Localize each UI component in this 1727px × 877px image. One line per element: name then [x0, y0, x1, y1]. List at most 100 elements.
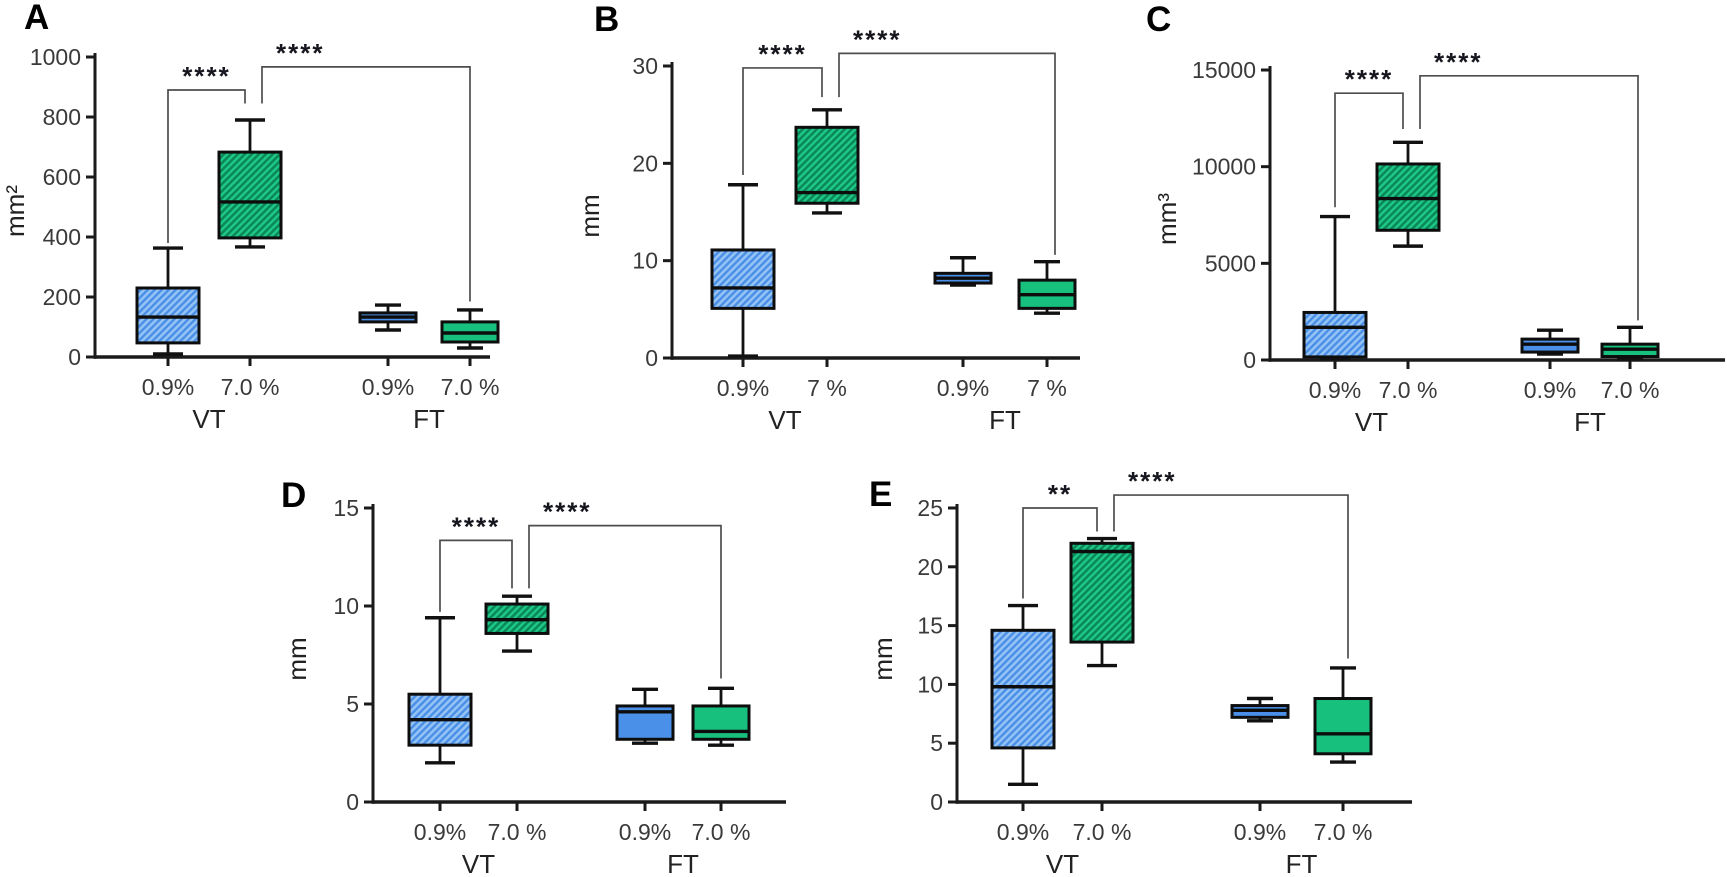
- x-tick-label: 0.9%: [142, 374, 194, 400]
- y-axis: 0 200 400 600 800 1000 mm²: [0, 44, 97, 370]
- significance-bracket: ****: [1334, 64, 1404, 208]
- group-label-ft: FT: [1286, 849, 1318, 877]
- x-axis: 0.9% 7.0 % 0.9% 7.0 % VT FT: [955, 800, 1412, 877]
- x-tick-label: 0.9%: [997, 819, 1049, 845]
- x-axis: 0.9% 7.0 % 0.9% 7.0 % VT FT: [1268, 358, 1725, 434]
- x-tick-label: 7 %: [1027, 375, 1067, 401]
- y-tick-label: 200: [43, 284, 81, 310]
- box-iqr: [691, 704, 751, 741]
- x-axis: 0.9% 7 % 0.9% 7 %VT FT: [670, 356, 1080, 434]
- significance-bracket: ****: [261, 38, 471, 302]
- significance-stars: ****: [853, 24, 901, 54]
- y-tick-label: 0: [930, 789, 943, 815]
- x-tick-label: 0.9%: [717, 375, 769, 401]
- box-D-FT-0.9: [615, 687, 675, 745]
- y-tick-label: 5: [930, 730, 943, 756]
- x-tick-label: 0.9%: [362, 374, 414, 400]
- significance-stars: ****: [758, 39, 806, 69]
- y-axis-unit-label: mm: [868, 637, 898, 680]
- box-iqr: [1302, 310, 1368, 359]
- box-iqr: [990, 628, 1056, 750]
- group-label-ft: FT: [667, 849, 699, 877]
- box-A-FT-7.0: [440, 308, 500, 350]
- y-axis: 0 5 10 15 20 25 mm: [868, 495, 959, 815]
- y-tick-label: 800: [43, 104, 81, 130]
- x-tick-label: 7 %: [807, 375, 847, 401]
- significance-bracket: ****: [439, 511, 513, 612]
- significance-stars: ****: [543, 497, 591, 527]
- significance-bracket: **: [1022, 479, 1098, 599]
- y-tick-label: 600: [43, 164, 81, 190]
- x-tick-label: 0.9%: [1234, 819, 1286, 845]
- chart-panel-a: 0 200 400 600 800 1000 mm² 0.9% 7.0 % 0.9% 7.0 % VT…: [0, 38, 500, 434]
- y-axis-unit-label: mm: [575, 194, 605, 237]
- panel-label-b: B: [594, 0, 620, 39]
- box-C-FT-7.0: [1600, 325, 1660, 361]
- y-tick-label: 400: [43, 224, 81, 250]
- x-tick-label: 0.9%: [937, 375, 989, 401]
- y-tick-label: 1000: [30, 44, 81, 70]
- box-C-FT-0.9: [1520, 328, 1580, 356]
- y-tick-label: 5000: [1205, 250, 1256, 276]
- group-label-ft: FT: [989, 405, 1021, 434]
- box-C-VT-0.9: [1302, 214, 1368, 361]
- significance-bracket: ****: [838, 24, 1056, 255]
- y-tick-label: 15: [917, 613, 943, 639]
- x-tick-label: 7.0 %: [221, 374, 280, 400]
- y-axis: 0 5000 10000 15000 mm³: [1152, 57, 1272, 373]
- x-tick-label: 7.0 %: [692, 819, 751, 845]
- box-iqr: [794, 125, 860, 205]
- x-axis: 0.9% 7.0 % 0.9% 7.0 % VT FT: [371, 800, 786, 877]
- y-tick-label: 10000: [1192, 154, 1256, 180]
- significance-bracket: ****: [528, 497, 722, 679]
- box-D-VT-7.0: [484, 594, 550, 653]
- box-C-VT-7.0: [1375, 140, 1441, 248]
- y-axis-unit-label: mm: [282, 637, 312, 680]
- y-tick-label: 25: [917, 495, 943, 521]
- x-tick-label: 7.0 %: [441, 374, 500, 400]
- box-D-FT-7.0: [691, 686, 751, 747]
- group-label-vt: VT: [1046, 849, 1079, 877]
- significance-bracket: ****: [167, 61, 246, 243]
- x-tick-label: 7.0 %: [1314, 819, 1373, 845]
- panel-label-d: D: [281, 476, 307, 515]
- x-tick-label: 0.9%: [1524, 377, 1576, 403]
- box-iqr: [1069, 541, 1135, 644]
- significance-bracket: ****: [1419, 47, 1639, 321]
- significance-stars: ****: [276, 38, 324, 68]
- y-tick-label: 0: [346, 789, 359, 815]
- y-tick-label: 0: [645, 345, 658, 371]
- box-E-VT-7.0: [1069, 536, 1135, 668]
- box-B-FT-0.9: [933, 256, 993, 287]
- chart-panel-d: 0 5 10 15 mm 0.9% 7.0 % 0.9% 7.0 % VT FT **** ****: [282, 495, 786, 877]
- y-tick-label: 15: [333, 495, 359, 521]
- chart-panel-c: 0 5000 10000 15000 mm³ 0.9% 7.0 % 0.9% 7.0 % VT FT…: [1152, 47, 1725, 434]
- y-tick-label: 0: [68, 344, 81, 370]
- panel-label-a: A: [24, 0, 50, 37]
- panel-label-e: E: [869, 475, 893, 514]
- x-tick-label: 0.9%: [414, 819, 466, 845]
- box-iqr: [710, 248, 776, 310]
- significance-stars: ****: [1434, 47, 1482, 77]
- x-axis: 0.9% 7.0 % 0.9% 7.0 % VT FT: [93, 355, 500, 434]
- y-tick-label: 10: [917, 671, 943, 697]
- y-axis-unit-label: mm³: [1152, 193, 1182, 245]
- y-tick-label: 20: [632, 150, 658, 176]
- group-label-vt: VT: [768, 405, 801, 434]
- box-D-VT-0.9: [407, 616, 473, 765]
- group-label-vt: VT: [462, 849, 495, 877]
- y-axis: 0 10 20 30 mm: [575, 53, 674, 371]
- x-tick-label: 0.9%: [1309, 377, 1361, 403]
- box-B-VT-7.0: [794, 108, 860, 215]
- y-tick-label: 0: [1243, 347, 1256, 373]
- y-tick-label: 10: [333, 593, 359, 619]
- x-tick-label: 7.0 %: [488, 819, 547, 845]
- x-tick-label: 7.0 %: [1379, 377, 1438, 403]
- y-tick-label: 30: [632, 53, 658, 79]
- y-tick-label: 15000: [1192, 57, 1256, 83]
- x-tick-label: 7.0 %: [1601, 377, 1660, 403]
- significance-bracket: ****: [1113, 466, 1349, 659]
